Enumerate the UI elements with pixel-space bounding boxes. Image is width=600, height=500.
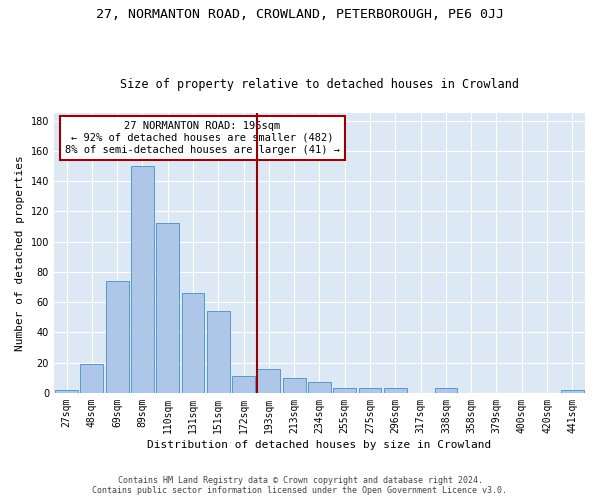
Bar xyxy=(308,382,331,393)
X-axis label: Distribution of detached houses by size in Crowland: Distribution of detached houses by size … xyxy=(148,440,491,450)
Title: Size of property relative to detached houses in Crowland: Size of property relative to detached ho… xyxy=(120,78,519,91)
Bar xyxy=(55,390,78,393)
Bar xyxy=(207,311,230,393)
Bar xyxy=(80,364,103,393)
Bar xyxy=(561,390,584,393)
Bar xyxy=(232,376,255,393)
Bar xyxy=(257,368,280,393)
Y-axis label: Number of detached properties: Number of detached properties xyxy=(15,155,25,351)
Text: 27, NORMANTON ROAD, CROWLAND, PETERBOROUGH, PE6 0JJ: 27, NORMANTON ROAD, CROWLAND, PETERBOROU… xyxy=(96,8,504,20)
Bar xyxy=(384,388,407,393)
Bar xyxy=(283,378,305,393)
Bar xyxy=(334,388,356,393)
Text: Contains HM Land Registry data © Crown copyright and database right 2024.
Contai: Contains HM Land Registry data © Crown c… xyxy=(92,476,508,495)
Bar xyxy=(182,293,205,393)
Bar xyxy=(131,166,154,393)
Bar xyxy=(434,388,457,393)
Bar xyxy=(106,281,128,393)
Text: 27 NORMANTON ROAD: 196sqm
← 92% of detached houses are smaller (482)
8% of semi-: 27 NORMANTON ROAD: 196sqm ← 92% of detac… xyxy=(65,122,340,154)
Bar xyxy=(157,224,179,393)
Bar xyxy=(359,388,382,393)
